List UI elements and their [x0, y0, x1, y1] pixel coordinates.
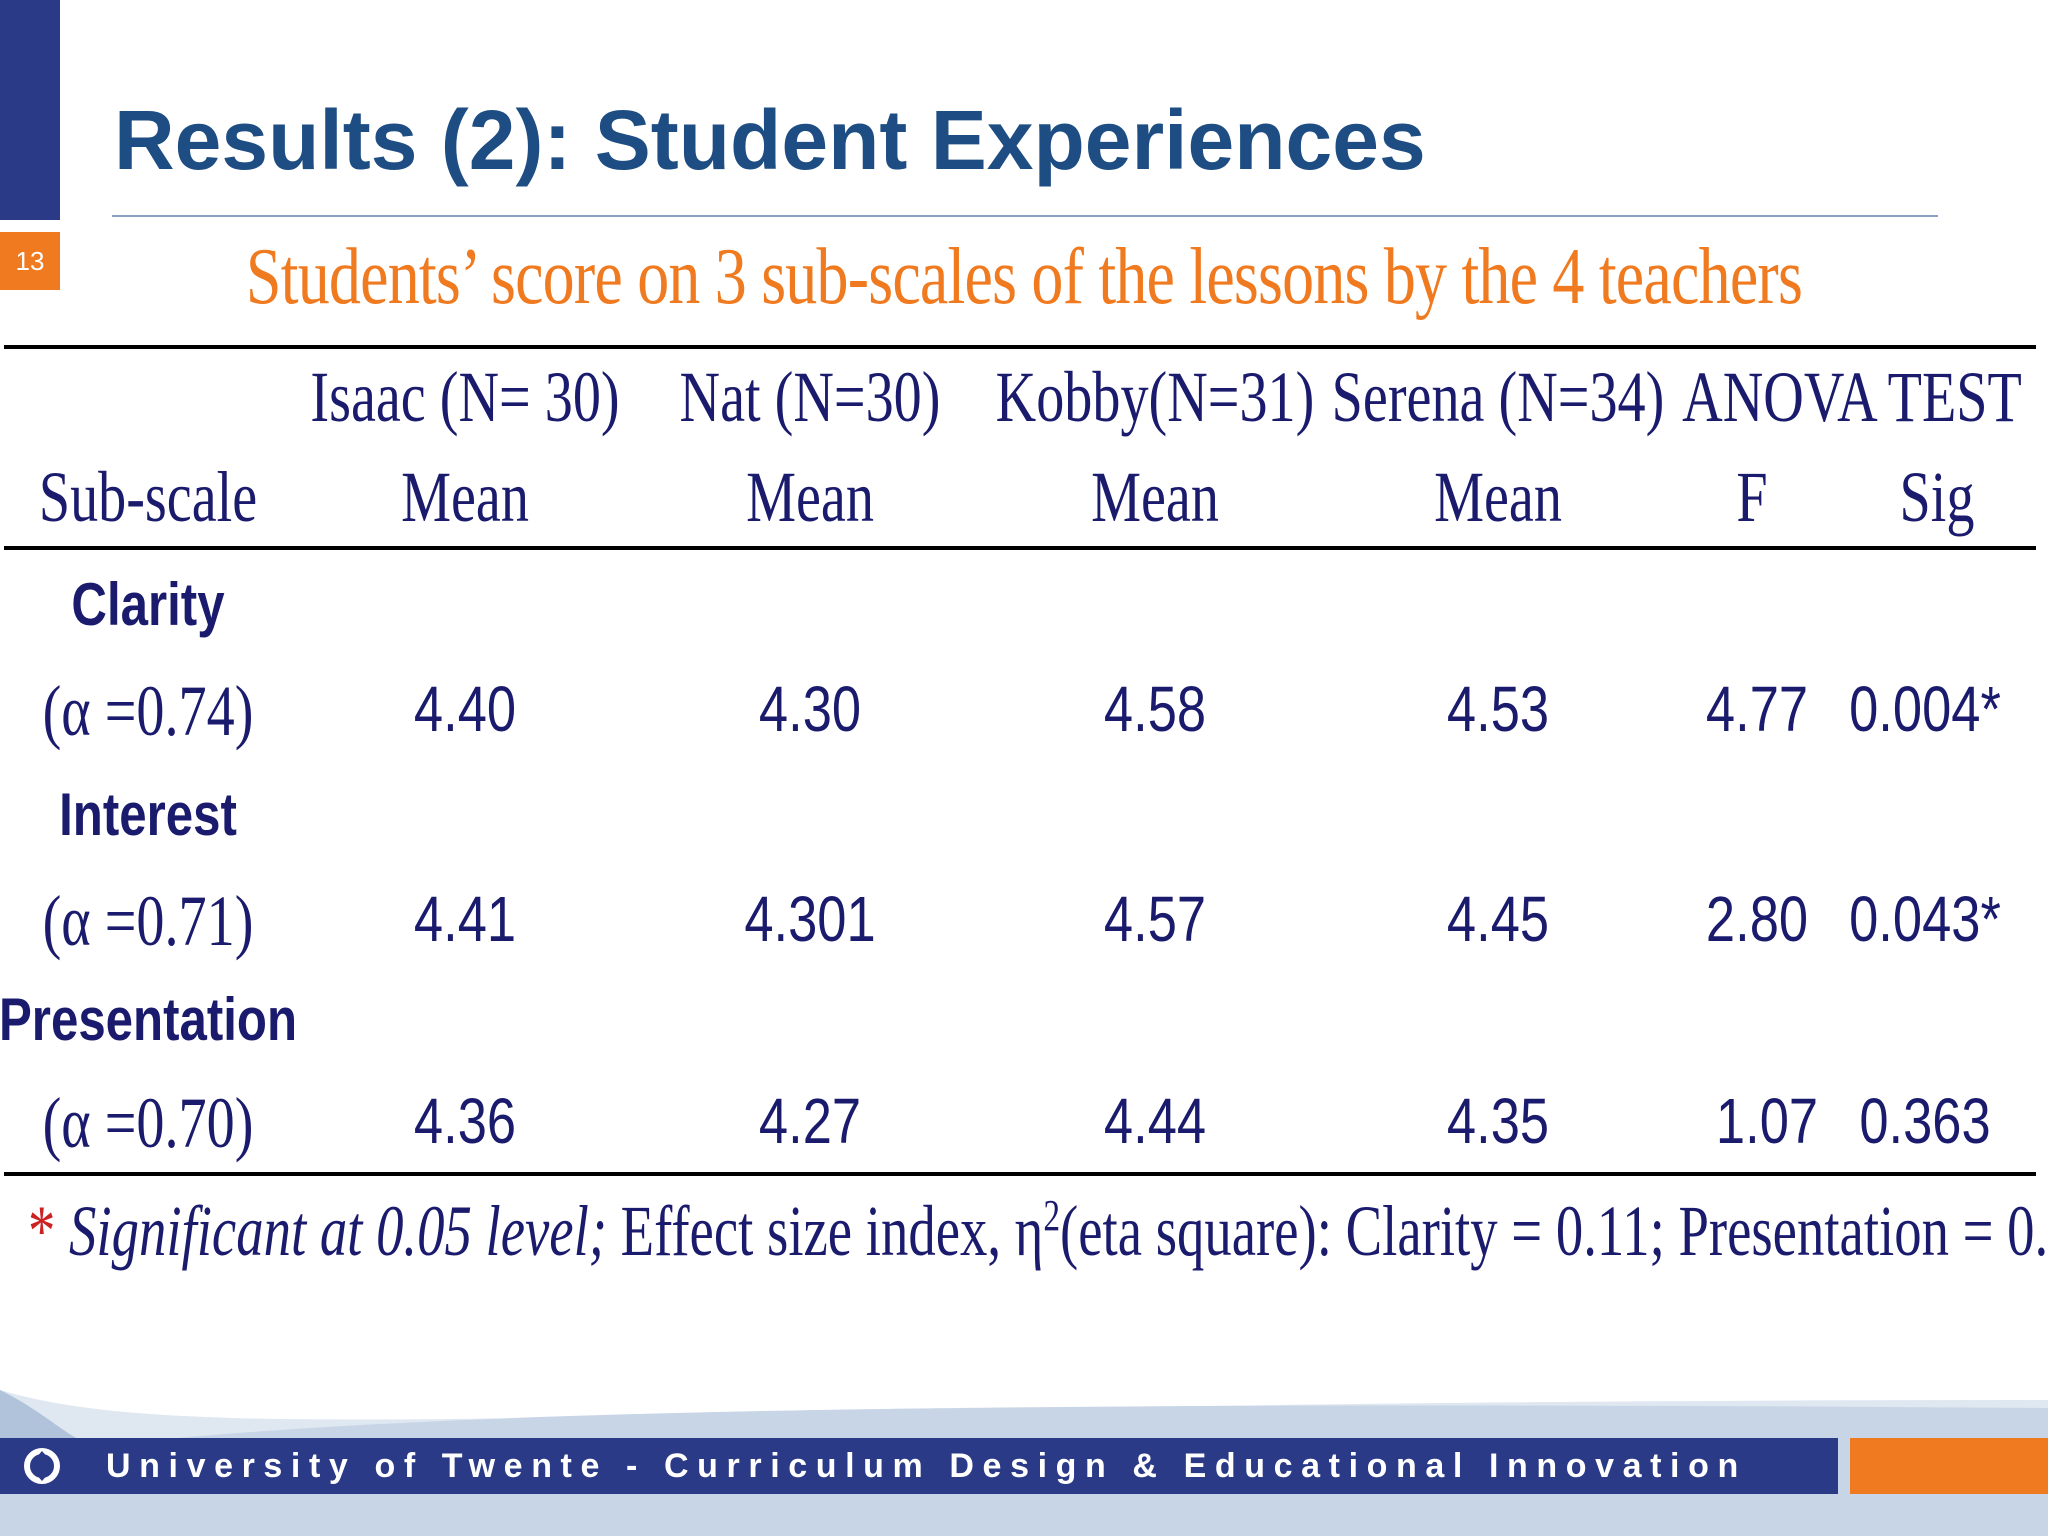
- row-name-interest: Interest: [59, 781, 237, 848]
- footnote-asterisk: *: [28, 1191, 56, 1271]
- footer-text: University of Twente - Curriculum Design…: [106, 1446, 1747, 1485]
- table-cell: 4.40: [413, 673, 517, 745]
- table-header-rule: [4, 546, 2036, 550]
- table-cell: 4.35: [1446, 1085, 1550, 1157]
- column-header-mean-serena: Mean: [1434, 457, 1562, 537]
- slide-title: Results (2): Student Experiences: [114, 93, 1426, 187]
- footer-orange-block: [1850, 1438, 2048, 1494]
- column-header-sig: Sig: [1899, 457, 1975, 537]
- table-cell: 4.44: [1103, 1085, 1207, 1157]
- table-cell: 4.301: [744, 883, 876, 955]
- footnote-eta-values: (eta square): Clarity = 0.11; Presentati…: [1060, 1191, 2048, 1271]
- table-cell: 4.36: [413, 1085, 517, 1157]
- footnote-significance: Significant at 0.05 level;: [69, 1191, 608, 1271]
- title-divider: [112, 215, 1938, 217]
- table-cell: 4.58: [1103, 673, 1207, 745]
- table-cell: 0.363: [1859, 1085, 1991, 1157]
- table-cell: 1.07: [1715, 1085, 1819, 1157]
- header-anova: ANOVA TEST: [1682, 357, 2022, 437]
- column-header-f: F: [1736, 457, 1768, 537]
- row-name-clarity: Clarity: [71, 571, 225, 638]
- table-cell: 4.77: [1705, 673, 1809, 745]
- header-isaac: Isaac (N= 30): [310, 357, 620, 437]
- footnote-superscript: 2: [1043, 1191, 1061, 1240]
- row-alpha-clarity: (α =0.74): [42, 671, 254, 751]
- footnote-effect-size: Effect size index, η: [620, 1191, 1044, 1271]
- header-kobby: Kobby(N=31): [995, 357, 1315, 437]
- table-cell: 4.41: [413, 883, 517, 955]
- slide-number: 13: [0, 232, 60, 290]
- footer-bar: University of Twente - Curriculum Design…: [0, 1438, 1838, 1494]
- table-cell: 0.004*: [1849, 673, 2001, 745]
- table-cell: 4.57: [1103, 883, 1207, 955]
- header-serena: Serena (N=34): [1331, 357, 1665, 437]
- left-accent-bar: [0, 0, 60, 220]
- table-bottom-rule: [4, 1172, 2036, 1176]
- table-caption: Students’ score on 3 sub-scales of the l…: [245, 233, 1803, 321]
- table-cell: 0.043*: [1849, 883, 2001, 955]
- university-logo-icon: [24, 1448, 60, 1484]
- column-header-mean-kobby: Mean: [1091, 457, 1219, 537]
- table-cell: 4.53: [1446, 673, 1550, 745]
- column-header-mean-nat: Mean: [746, 457, 874, 537]
- footnote: * Significant at 0.05 level; Effect size…: [28, 1190, 2048, 1273]
- table-cell: 4.45: [1446, 883, 1550, 955]
- table-cell: 2.80: [1705, 883, 1809, 955]
- table-cell: 4.27: [758, 1085, 862, 1157]
- header-nat: Nat (N=30): [679, 357, 941, 437]
- table-top-rule: [4, 345, 2036, 349]
- row-name-presentation: Presentation: [0, 986, 298, 1053]
- column-header-subscale: Sub-scale: [38, 457, 258, 537]
- column-header-mean-isaac: Mean: [401, 457, 529, 537]
- table-cell: 4.30: [758, 673, 862, 745]
- row-alpha-presentation: (α =0.70): [42, 1083, 254, 1163]
- row-alpha-interest: (α =0.71): [42, 881, 254, 961]
